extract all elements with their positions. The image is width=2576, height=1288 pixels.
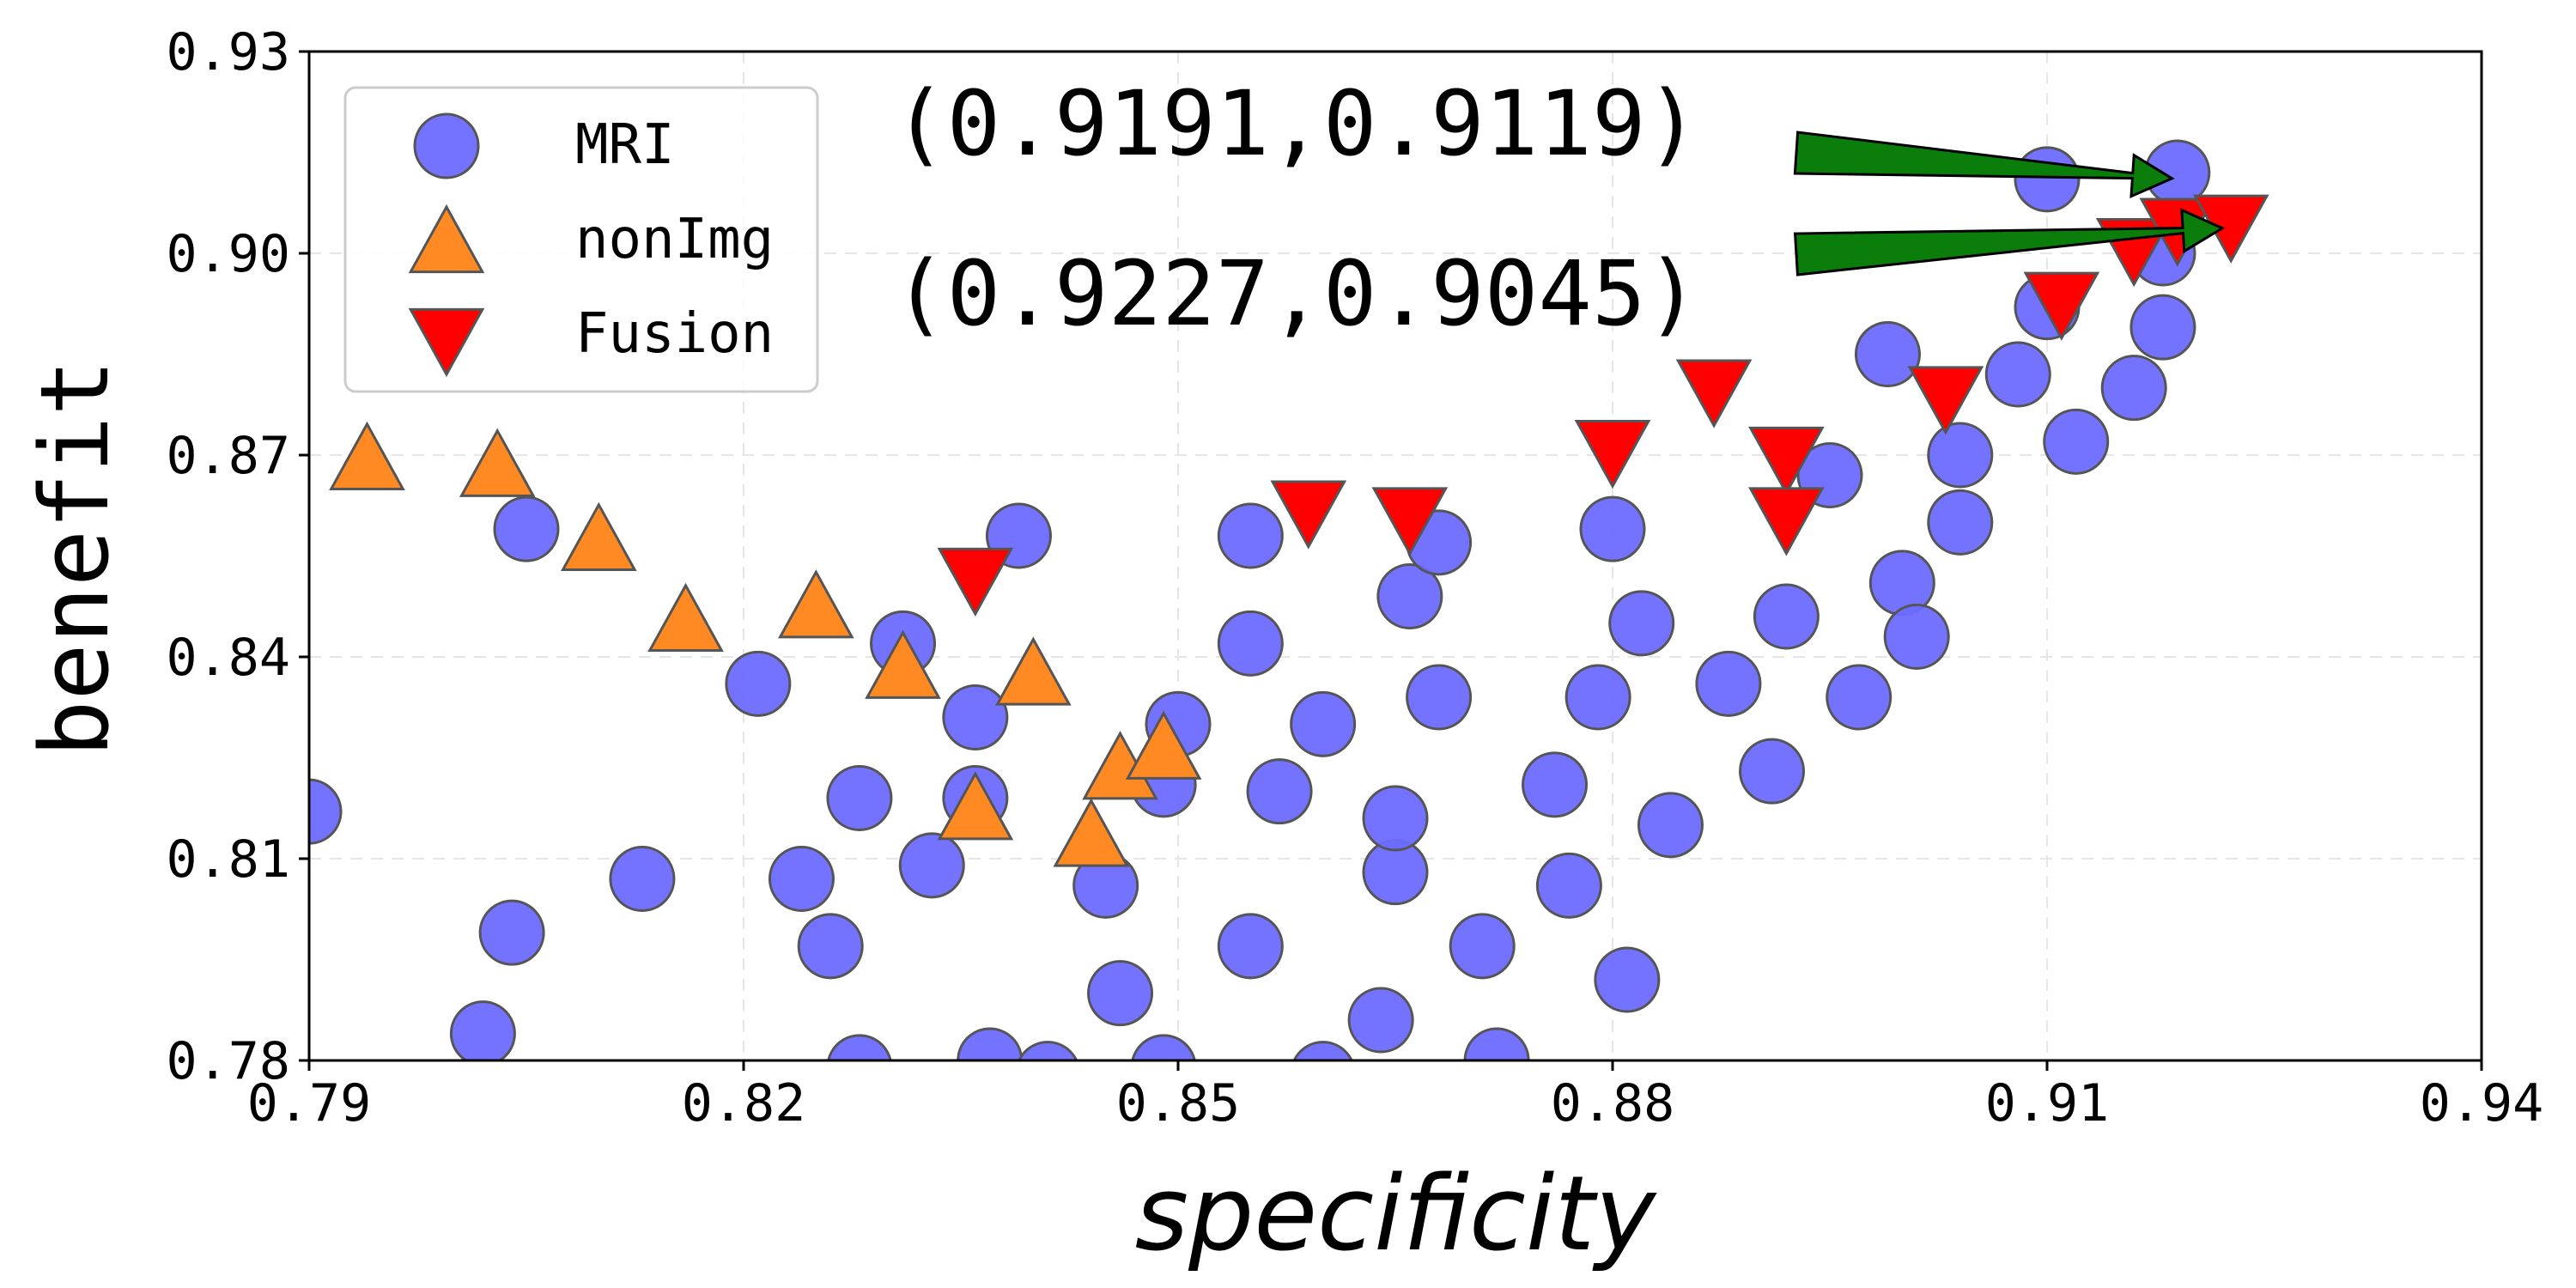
mri-point (1290, 690, 1357, 757)
fusion-point (1270, 480, 1347, 550)
fusion-point (937, 547, 1014, 617)
mri-point (2100, 355, 2167, 422)
nonimg-point (1053, 798, 1130, 867)
y-tick-label: 0.93 (167, 22, 291, 82)
mri-point (1217, 610, 1284, 677)
fusion-point (1748, 426, 1825, 496)
legend-label-mri: MRI (575, 113, 675, 177)
mri-point (1535, 852, 1602, 919)
fusion-point (1907, 366, 1984, 435)
fusion-point (2023, 271, 2100, 341)
nonimg-point (994, 636, 1072, 706)
mri-point (1826, 664, 1893, 731)
fusion-point (1371, 487, 1449, 556)
mri-point (1217, 913, 1284, 980)
mri-point (1854, 321, 1921, 387)
y-tick-label: 0.81 (167, 829, 291, 890)
mri-point (1984, 341, 2051, 408)
annotations: (0.9191,0.9119) (0.9227,0.9045) (893, 71, 2226, 346)
y-tick-label: 0.78 (167, 1031, 291, 1091)
mri-point (1217, 502, 1284, 569)
fusion-point (1574, 419, 1651, 489)
mri-point (1018, 1041, 1078, 1060)
mri-point (1564, 664, 1631, 731)
x-axis-label: specificity (1135, 1155, 1658, 1274)
mri-point (942, 684, 1009, 750)
mri-point (1927, 489, 1994, 556)
mri-point (725, 650, 792, 717)
mri-point (797, 913, 864, 980)
x-tick-label: 0.91 (1985, 1073, 2110, 1133)
y-tick-label: 0.90 (167, 224, 291, 284)
x-tick-label: 0.88 (1551, 1073, 1675, 1133)
legend-label-nonimg: nonImg (575, 208, 774, 271)
y-tick-label: 0.84 (167, 628, 291, 688)
mri-point (898, 832, 965, 899)
mri-point (1637, 792, 1704, 859)
x-tick-label: 0.82 (682, 1073, 806, 1133)
nonimg-point (560, 501, 637, 572)
nonimg-point (647, 582, 724, 653)
x-tick-label: 0.79 (247, 1073, 372, 1133)
mri-point (1406, 664, 1473, 731)
mri-point (1753, 583, 1820, 650)
mri-point (1695, 650, 1762, 717)
mri-point (1608, 590, 1675, 657)
nonimg-point (329, 421, 405, 491)
mri-point (1883, 604, 1950, 670)
mri-point (1292, 1041, 1353, 1060)
annotation-arrow (1793, 131, 2175, 198)
mri-point (1739, 738, 1806, 805)
annotation-arrow (1793, 208, 2226, 276)
mri-point (609, 846, 676, 912)
axis-ticks: 0.79 0.82 0.85 0.88 0.91 0.94 0.78 0.81 0.84 0.87… (167, 22, 2544, 1133)
x-tick-label: 0.85 (1116, 1073, 1241, 1133)
mri-point (1594, 946, 1661, 1013)
mri-point (827, 1034, 892, 1060)
mri-point (449, 1000, 516, 1060)
annotation-label: (0.9191,0.9119) (893, 71, 1699, 176)
mri-point (1463, 1027, 1530, 1060)
x-tick-label: 0.94 (2420, 1073, 2544, 1133)
mri-point (1246, 758, 1313, 825)
mri-point (1087, 960, 1154, 1027)
mri-point (478, 899, 545, 966)
mri-point (1376, 563, 1443, 629)
y-axis-label: benefit (20, 359, 130, 757)
legend: MRI nonImg Fusion (343, 86, 819, 393)
legend-marker-mri (413, 112, 480, 179)
mri-point (826, 765, 893, 831)
legend-marker-fusion (408, 307, 485, 378)
mri-point (1579, 495, 1646, 562)
plot-frame (307, 50, 2483, 1062)
mri-point (1927, 422, 1994, 489)
mri-point (2014, 146, 2081, 213)
mri-point (493, 495, 560, 562)
mri-point (957, 1027, 1024, 1060)
annotation-label: (0.9227,0.9045) (893, 241, 1699, 346)
mri-point (1131, 1034, 1196, 1060)
mri-point (1522, 751, 1589, 818)
mri-point (1449, 913, 1516, 980)
nonimg-point (1125, 710, 1202, 780)
nonimg-point (459, 428, 536, 497)
fusion-point (1675, 359, 1753, 428)
nonimg-point (937, 771, 1014, 841)
mri-point (1347, 987, 1414, 1054)
nonimg-point (865, 629, 941, 699)
mri-point (309, 778, 343, 845)
mri-point (2043, 408, 2110, 475)
y-tick-label: 0.87 (167, 426, 291, 486)
mri-point (768, 846, 835, 912)
mri-point (2129, 294, 2196, 361)
fusion-point (1748, 487, 1825, 556)
legend-marker-nonimg (408, 204, 485, 274)
legend-label-fusion: Fusion (575, 302, 774, 366)
mri-point (1362, 785, 1429, 852)
nonimg-point (777, 569, 854, 639)
